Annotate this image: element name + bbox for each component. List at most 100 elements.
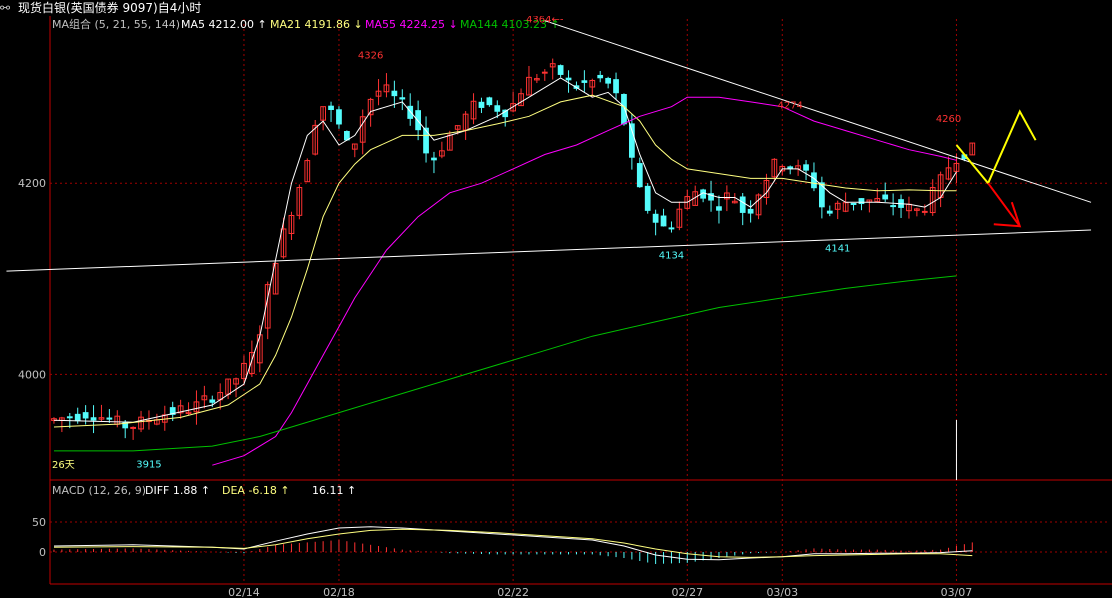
price-tick-label: 4200: [18, 177, 46, 190]
candle-body: [969, 142, 976, 156]
candle-body: [407, 105, 414, 119]
price-annotation: 4326: [358, 51, 383, 62]
candle-body: [874, 198, 881, 203]
candle-body: [201, 395, 208, 401]
x-tick-label: 02/18: [323, 586, 355, 598]
candle-body: [138, 416, 144, 430]
x-tick-label: 02/14: [228, 586, 260, 598]
window-title-bar: ⚯ 现货白银(英国债券 9097)自4小时: [0, 0, 1112, 16]
plot-layer: 4326 4364←- 4274 4260 4134 4141 3915 26天: [6, 16, 1092, 564]
candle-body: [541, 71, 548, 74]
candle-body: [249, 352, 255, 374]
candle-body: [304, 160, 311, 183]
candle-body: [716, 206, 722, 211]
candle-body: [581, 80, 588, 83]
candle-body: [130, 426, 136, 429]
x-tick-label: 02/22: [497, 586, 529, 598]
candle-body: [74, 413, 81, 422]
candle-body: [336, 109, 342, 125]
candle-body: [51, 418, 57, 421]
candle-body: [945, 167, 952, 180]
macd-value-legend: 16.11 ↑: [312, 484, 356, 497]
candle-body: [106, 417, 113, 420]
candle-body: [724, 192, 730, 200]
candle-body: [296, 187, 303, 216]
macd-legend-label: MACD (12, 26, 9): [52, 484, 146, 497]
macd-tick-label: 0: [39, 546, 46, 559]
candle-body: [668, 227, 675, 230]
candle-body: [613, 79, 619, 94]
candlestick-chart: 4000 4200 0 50 02/14 02/18 02/22 02/27 03/03 03/0…: [6, 16, 1112, 598]
candle-body: [850, 202, 857, 205]
candle-body: [66, 416, 73, 419]
candle-body: [890, 205, 896, 208]
candle-body: [399, 97, 406, 100]
candle-body: [549, 63, 556, 68]
candle-body: [209, 399, 216, 403]
link-icon: ⚯: [0, 1, 11, 15]
window-title: 现货白银(英国债券 9097)自4小时: [18, 1, 202, 15]
candle-body: [708, 193, 714, 201]
candle-body: [478, 101, 485, 108]
candle-body: [320, 106, 326, 121]
trendline: [544, 20, 1092, 203]
candle-body: [439, 150, 445, 157]
ma5-line: [53, 77, 957, 423]
candle-body: [755, 194, 762, 216]
price-annotation: 3915: [136, 460, 161, 471]
candle-body: [621, 93, 627, 125]
candle-body: [359, 116, 366, 143]
candle-body: [264, 284, 271, 329]
ma55-legend: MA55 4224.25 ↓: [365, 18, 458, 31]
trendline: [6, 229, 1092, 272]
candle-body: [328, 105, 334, 110]
candle-body: [470, 100, 477, 120]
price-annotation: 4274: [777, 100, 802, 111]
ma144-line: [54, 275, 957, 452]
candle-body: [177, 405, 184, 414]
candle-body: [589, 79, 596, 88]
x-tick-label: 02/27: [671, 586, 703, 598]
candle-body: [423, 127, 429, 154]
price-annotation: 4134: [659, 250, 684, 261]
diff-legend: DIFF 1.88 ↑: [145, 484, 210, 497]
candle-body: [312, 124, 319, 155]
projection-down-arrowhead: [993, 201, 1022, 228]
candle-body: [486, 97, 493, 106]
candle-body: [858, 198, 865, 205]
candle-body: [660, 215, 667, 227]
candle-body: [826, 210, 833, 214]
grid-layer: 4000 4200 0 50 02/14 02/18 02/22 02/27 03/03 03/0…: [18, 16, 1112, 598]
projection-down-arrow: [987, 182, 1021, 227]
candle-body: [375, 90, 382, 97]
x-tick-label: 03/07: [941, 586, 973, 598]
ma5-legend: MA5 4212.00 ↑: [181, 18, 267, 31]
candle-body: [526, 76, 532, 96]
candle-body: [636, 163, 643, 188]
candle-body: [629, 123, 635, 158]
price-tick-label: 4000: [18, 368, 46, 381]
candle-body: [644, 185, 651, 211]
ma-legend: MA组合 (5, 21, 55, 144) MA5 4212.00 ↑ MA21…: [52, 17, 560, 31]
candle-body: [241, 362, 247, 380]
candle-body: [280, 228, 287, 258]
candle-body: [193, 401, 200, 413]
candle-body: [169, 407, 176, 415]
macd-diff-line: [53, 526, 973, 561]
candle-body: [518, 93, 524, 107]
candle-body: [953, 162, 960, 172]
x-tick-label: 03/03: [766, 586, 798, 598]
candle-body: [914, 208, 920, 211]
ma21-legend: MA21 4191.86 ↓: [270, 18, 363, 31]
price-annotation: 4141: [825, 244, 850, 255]
candle-body: [454, 125, 461, 130]
price-annotation: 4260: [936, 114, 961, 125]
candle-body: [882, 194, 889, 200]
candle-body: [431, 157, 437, 161]
candle-body: [351, 143, 358, 150]
candle-body: [605, 77, 611, 84]
candle-body: [415, 110, 421, 131]
candle-body: [921, 210, 928, 213]
candle-body: [731, 200, 738, 204]
candle-body: [819, 182, 825, 208]
